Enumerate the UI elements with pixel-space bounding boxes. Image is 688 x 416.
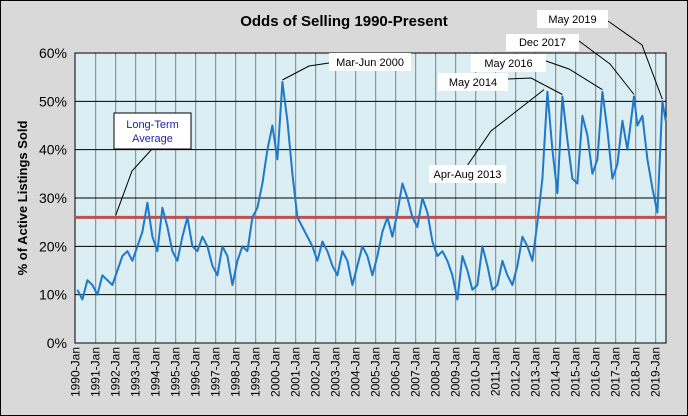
- x-tick-label: 2014-Jan: [549, 347, 563, 397]
- x-tick-label: 2006-Jan: [389, 347, 403, 397]
- x-tick-label: 2005-Jan: [369, 347, 383, 397]
- annotation-leader-line: [115, 148, 153, 216]
- annotation-box: [471, 54, 546, 72]
- annotation-leader-line: [466, 89, 545, 167]
- annotation-label: May 2016: [484, 58, 532, 70]
- annotation-label: May 2014: [449, 77, 497, 89]
- x-tick-label: 2018-Jan: [629, 347, 643, 397]
- y-axis-label: % of Active Listings Sold: [15, 121, 30, 276]
- annotation-label: Mar-Jun 2000: [336, 57, 404, 69]
- x-tick-label: 1994-Jan: [149, 347, 163, 397]
- annotation-leader-line: [578, 40, 635, 95]
- x-tick-label: 2012-Jan: [509, 347, 523, 397]
- x-tick-label: 2010-Jan: [469, 347, 483, 397]
- x-tick-label: 1998-Jan: [229, 347, 243, 397]
- x-tick-label: 2015-Jan: [569, 347, 583, 397]
- x-tick-label: 2007-Jan: [409, 347, 423, 397]
- x-tick-label: 2001-Jan: [289, 347, 303, 397]
- annotation-leader-line: [607, 20, 663, 100]
- x-tick-label: 1993-Jan: [129, 347, 143, 397]
- x-tick-label: 2000-Jan: [269, 347, 283, 397]
- x-tick-label: 2003-Jan: [329, 347, 343, 397]
- chart-title: Odds of Selling 1990-Present: [240, 13, 448, 30]
- x-tick-label: 1997-Jan: [209, 347, 223, 397]
- annotation-label: Apr-Aug 2013: [434, 169, 502, 181]
- annotation-box: [506, 34, 579, 51]
- x-tick-label: 2011-Jan: [489, 347, 503, 396]
- x-tick-label: 1992-Jan: [109, 347, 123, 397]
- x-tick-label: 1999-Jan: [249, 347, 263, 397]
- y-tick-label: 10%: [39, 287, 67, 303]
- x-tick-label: 1995-Jan: [169, 347, 183, 397]
- annotation-box: [438, 73, 508, 91]
- annotation-box: [329, 53, 411, 71]
- x-tick-label: 2002-Jan: [309, 347, 323, 397]
- x-tick-label: 2009-Jan: [449, 347, 463, 397]
- y-tick-label: 30%: [39, 190, 67, 206]
- annotation-box: [429, 165, 506, 183]
- annotation-box: [537, 10, 608, 28]
- x-tick-label: 1990-Jan: [69, 347, 83, 397]
- x-tick-label: 2008-Jan: [429, 347, 443, 397]
- annotation-label: Dec 2017: [519, 37, 566, 49]
- annotation-label: Average: [132, 133, 173, 145]
- y-tick-label: 50%: [39, 93, 67, 109]
- annotation-leader-line: [545, 60, 603, 91]
- y-tick-label: 60%: [39, 45, 67, 61]
- y-tick-label: 0%: [47, 335, 67, 351]
- x-tick-label: 2017-Jan: [609, 347, 623, 397]
- annotation-box: [113, 112, 192, 150]
- annotation-leader-line: [282, 62, 330, 81]
- annotation-label: May 2019: [548, 14, 596, 26]
- annotation-label: Long-Term: [126, 119, 179, 131]
- x-tick-label: 2019-Jan: [649, 347, 663, 397]
- x-tick-label: 2013-Jan: [529, 347, 543, 397]
- x-tick-label: 2016-Jan: [589, 347, 603, 397]
- annotation-leader-line: [507, 77, 563, 95]
- x-tick-label: 1996-Jan: [189, 347, 203, 397]
- x-tick-label: 2004-Jan: [349, 347, 363, 397]
- y-tick-label: 40%: [39, 142, 67, 158]
- y-tick-label: 20%: [39, 238, 67, 254]
- x-tick-label: 1991-Jan: [89, 347, 103, 397]
